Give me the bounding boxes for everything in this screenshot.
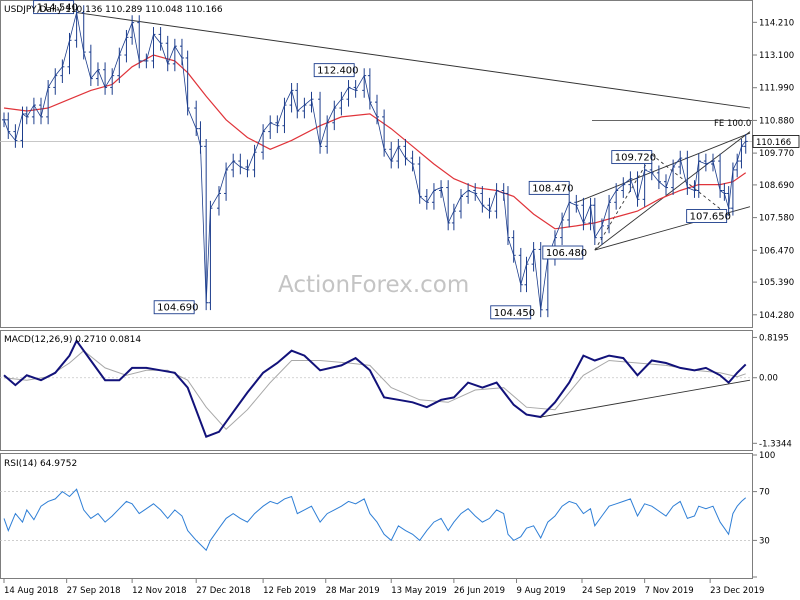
price-trendlines: [76, 12, 751, 251]
price-tick-label: 111.990: [759, 84, 794, 94]
price-close-line: [3, 12, 747, 310]
dashed-trendline: [594, 154, 653, 251]
date-axis: 14 Aug 2018 27 Sep 2018 12 Nov 2018 27 Dec …: [3, 578, 764, 596]
watermark: ActionForex.com: [278, 272, 469, 298]
macd-line: [3, 338, 747, 438]
price-tick-label: 107.580: [759, 214, 794, 224]
price-annotation-box: [313, 63, 355, 78]
date-tick-label: 23 Dec 2019: [710, 586, 764, 596]
date-tick-label: 28 Mar 2019: [326, 586, 380, 596]
macd-trendline: [540, 379, 751, 418]
price-annotation-label: 104.450: [494, 308, 535, 319]
rsi-tick-label: 100: [759, 451, 775, 461]
price-panel-frame: [0, 0, 753, 328]
date-tick-label: 24 Sep 2019: [582, 586, 636, 596]
date-tick-label: 27 Dec 2018: [196, 586, 250, 596]
macd-tick-label: -1.3344: [759, 439, 792, 449]
price-header: USDJPY,Daily 110.136 110.289 110.048 110…: [4, 5, 223, 15]
price-annotation-box: [33, 0, 75, 15]
rsi-axis: 100 70 30: [0, 451, 775, 578]
price-annotation-box: [686, 209, 728, 223]
macd-header: MACD(12,26,9) 0.2710 0.0814: [4, 335, 141, 345]
price-tick-label: 113.100: [759, 51, 794, 61]
price-annotation-label: 108.470: [532, 183, 573, 194]
date-tick-label: 9 Aug 2019: [517, 586, 566, 596]
macd-axis: 0.8195 0.00 -1.3344: [0, 333, 792, 449]
date-tick-label: 12 Feb 2019: [263, 586, 316, 596]
price-lines: 110.166: [0, 120, 800, 148]
moving-average-series: [3, 54, 747, 230]
rsi-header: RSI(14) 64.9752: [4, 459, 77, 469]
price-annotation-label: 109.720: [615, 153, 656, 164]
price-annotation-label: 114.540: [37, 3, 78, 14]
current-price-label: 110.166: [756, 138, 791, 148]
dashed-trendline: [651, 154, 729, 216]
rsi-tick-label: 70: [759, 488, 770, 498]
price-axis: 114.210 113.100 111.990 110.880 109.770 108.6…: [752, 18, 794, 321]
date-tick-label: 13 May 2019: [391, 586, 446, 596]
macd-signal-line: [3, 350, 746, 431]
fe-label: FE 100.0: [714, 119, 751, 129]
date-tick-label: 27 Sep 2018: [67, 586, 121, 596]
rsi-line: [3, 488, 747, 552]
price-annotation-label: 107.650: [690, 212, 731, 223]
macd-lines: [3, 338, 751, 438]
price-annotation-box: [490, 305, 532, 320]
price-tick-label: 110.880: [759, 116, 794, 126]
macd-tick-label: 0.8195: [759, 333, 789, 343]
date-tick-label: 14 Aug 2018: [4, 586, 58, 596]
price-annotation-box: [528, 180, 570, 195]
price-series: [2, 5, 748, 318]
date-tick-label: 26 Jun 2019: [454, 586, 505, 596]
price-annotations: 114.540 104.690 112.400 108.470 106.480 109.7…: [33, 0, 731, 320]
moving-average-line: [3, 54, 747, 230]
price-tick-label: 114.210: [759, 18, 794, 28]
price-annotation-label: 104.690: [157, 303, 198, 314]
macd-tick-label: 0.00: [759, 374, 778, 384]
trendline: [76, 12, 751, 109]
price-tick-label: 106.470: [759, 246, 794, 256]
price-annotation-box: [153, 300, 195, 315]
rsi-line: [3, 488, 747, 552]
price-annotation-box: [611, 150, 653, 165]
price-tick-label: 104.280: [759, 311, 794, 321]
date-tick-label: 12 Nov 2018: [132, 586, 186, 596]
date-tick-label: 7 Nov 2019: [645, 586, 694, 596]
price-annotation-label: 112.400: [317, 66, 358, 77]
current-price-box: [752, 135, 800, 148]
price-tick-label: 108.690: [759, 181, 794, 191]
rsi-tick-label: 30: [759, 536, 770, 546]
trendline: [594, 131, 751, 251]
price-tick-label: 109.770: [759, 149, 794, 159]
price-annotation-label: 106.480: [546, 248, 587, 259]
rsi-panel-frame: [0, 453, 753, 579]
price-annotation-box: [542, 245, 584, 260]
price-tick-label: 105.390: [759, 278, 794, 288]
macd-panel-frame: [0, 330, 753, 451]
trendline: [576, 132, 751, 203]
